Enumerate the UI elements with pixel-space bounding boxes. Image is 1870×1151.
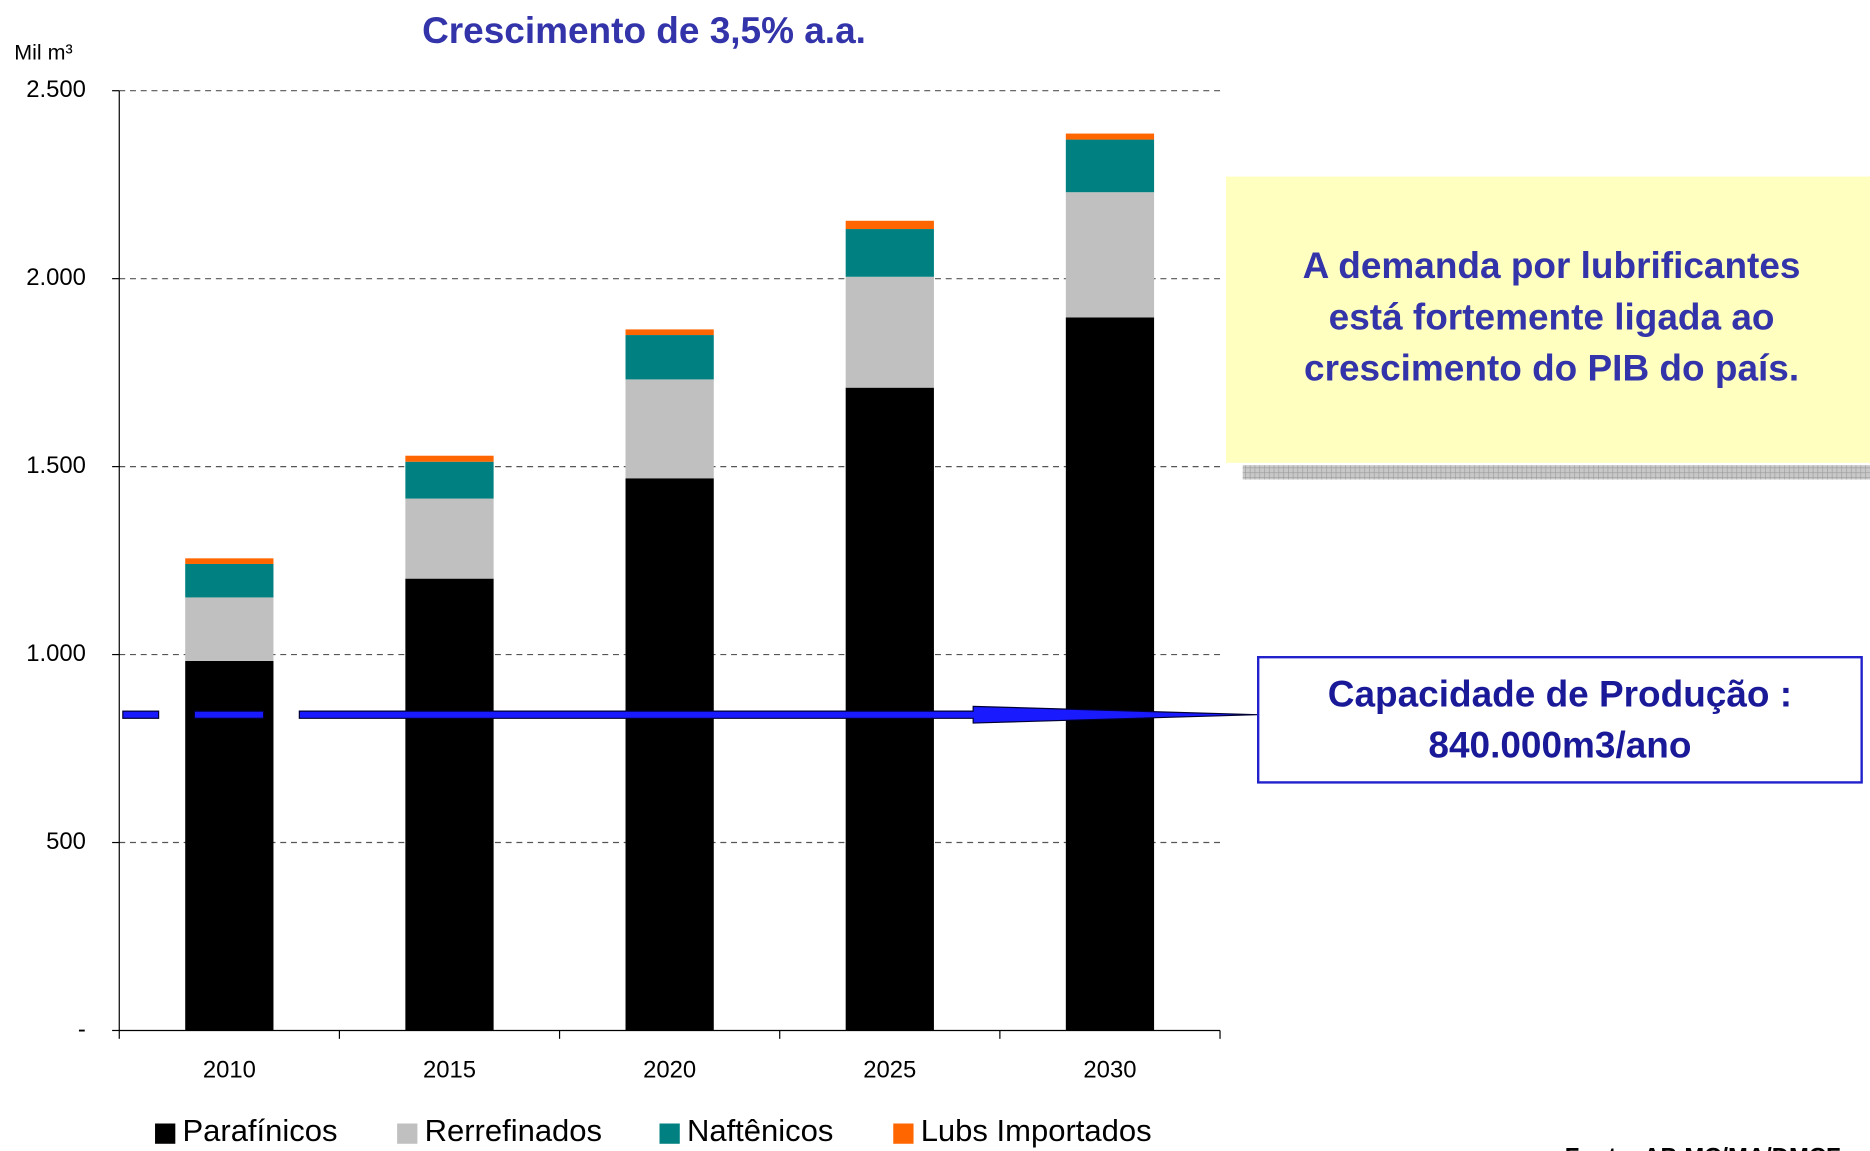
chart-title: Crescimento de 3,5% a.a.	[422, 10, 866, 51]
bar-segment	[845, 229, 934, 277]
y-tick-label: 500	[46, 828, 86, 855]
bar-segment	[405, 498, 494, 579]
note-text: crescimento do PIB do país.	[1304, 348, 1799, 389]
legend-swatch	[397, 1123, 418, 1144]
x-tick-label: 2025	[863, 1056, 916, 1083]
x-tick-label: 2020	[643, 1056, 696, 1083]
bar-segment	[405, 461, 494, 499]
legend-swatch	[659, 1123, 680, 1144]
bar-segment	[185, 563, 274, 598]
note-shadow	[1242, 465, 1870, 480]
capacity-text: 840.000m3/ano	[1428, 725, 1691, 766]
bar-segment	[1065, 133, 1155, 140]
bar-segment	[625, 478, 714, 1031]
bar-segment	[845, 220, 934, 230]
capacity-arrow	[298, 705, 1258, 724]
capacity-text: Capacidade de Produção :	[1328, 673, 1792, 714]
bar-segment	[625, 335, 714, 380]
note-box	[1225, 176, 1870, 463]
note-text: A demanda por lubrificantes	[1303, 245, 1801, 286]
bar-segment	[845, 387, 934, 1031]
y-tick-label: -	[78, 1016, 86, 1043]
y-tick-label: 1.500	[26, 452, 86, 479]
capacity-box	[1257, 656, 1863, 784]
bar-segment	[185, 558, 274, 564]
x-tick-label: 2015	[423, 1056, 476, 1083]
y-tick-label: 2.000	[26, 264, 86, 291]
bar-segment	[625, 329, 714, 336]
source-text: Fonte: AP-MC/MA/DMCF	[1565, 1143, 1841, 1151]
bar-segment	[405, 578, 494, 1031]
capacity-dash	[193, 710, 265, 719]
bar-segment	[1065, 192, 1155, 318]
legend-swatch	[893, 1123, 914, 1144]
capacity-dash	[122, 710, 160, 719]
bar-segment	[625, 379, 714, 479]
bar-segment	[1065, 317, 1155, 1031]
y-tick-label: 1.000	[26, 640, 86, 667]
legend-label: Lubs Importados	[921, 1113, 1152, 1148]
bar-segment	[405, 455, 494, 462]
bar-segment	[1065, 139, 1155, 193]
y-axis-label: Mil m³	[14, 40, 72, 64]
y-tick-label: 2.500	[26, 76, 86, 103]
note-text: está fortemente ligada ao	[1329, 296, 1775, 337]
legend-label: Parafínicos	[182, 1113, 337, 1148]
x-tick-label: 2030	[1083, 1056, 1136, 1083]
bar-segment	[845, 276, 934, 388]
legend-swatch	[155, 1123, 176, 1144]
bar-segment	[185, 660, 274, 1031]
bar-segment	[185, 597, 274, 661]
legend-label: Rerrefinados	[425, 1113, 602, 1148]
legend-label: Naftênicos	[687, 1113, 833, 1148]
x-tick-label: 2010	[203, 1056, 256, 1083]
